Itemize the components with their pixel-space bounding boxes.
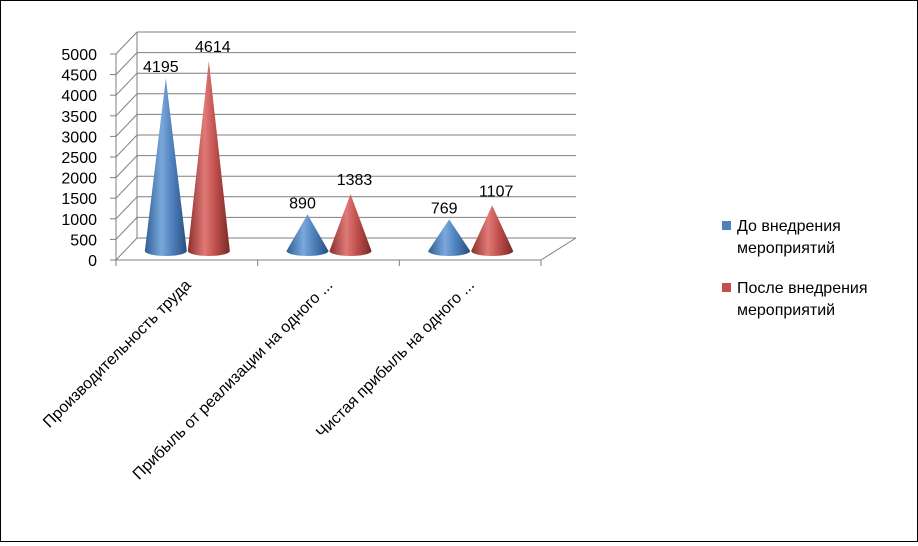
legend-label: мероприятий (737, 240, 835, 257)
y-tick-label: 3500 (61, 109, 97, 126)
cone-mark (187, 60, 230, 256)
y-tick-label: 500 (70, 232, 97, 249)
legend-item: До внедрения мероприятий (722, 218, 841, 257)
legend-swatch (722, 221, 731, 230)
data-label: 1383 (337, 172, 373, 189)
gridline (115, 113, 576, 137)
y-tick-label: 3000 (61, 129, 97, 146)
y-tick-label: 5000 (61, 47, 97, 64)
legend-label: После внедрения (737, 280, 868, 297)
legend-label: мероприятий (737, 302, 835, 319)
y-tick-label: 1000 (61, 212, 97, 229)
gridline (115, 93, 576, 117)
label-layer: 0 500 1000 1500 2000 2500 3000 3500 4000 4500 5000… (40, 39, 513, 483)
data-label: 4614 (195, 39, 231, 56)
data-label: 890 (289, 195, 316, 212)
category-label: Производительность труда (40, 277, 195, 432)
cone-layer (144, 60, 514, 256)
gridline (115, 134, 576, 158)
y-tick-label: 4500 (61, 68, 97, 85)
gridline (115, 72, 576, 96)
y-tick-label: 2500 (61, 150, 97, 167)
cone-mark (428, 219, 471, 256)
axis-layer (110, 32, 542, 266)
cone-mark (329, 194, 372, 256)
data-label: 1107 (479, 183, 514, 200)
data-label: 769 (431, 200, 458, 217)
y-tick-label: 0 (88, 253, 97, 270)
gridline (115, 31, 576, 55)
legend-label: До внедрения (737, 218, 841, 235)
legend: До внедрения мероприятий После внедрения ме… (722, 218, 868, 319)
y-tick-label: 4000 (61, 88, 97, 105)
cone-mark (471, 205, 514, 256)
cone-mark (144, 78, 187, 256)
data-label: 4195 (143, 59, 179, 76)
cone-mark (286, 214, 329, 256)
y-tick-label: 1500 (61, 191, 97, 208)
y-tick-label: 2000 (61, 171, 97, 188)
category-label: Чистая прибыль на одного ... (313, 277, 478, 442)
legend-swatch (722, 283, 731, 292)
gridline (115, 52, 576, 75)
legend-item: После внедрения мероприятий (722, 280, 868, 319)
